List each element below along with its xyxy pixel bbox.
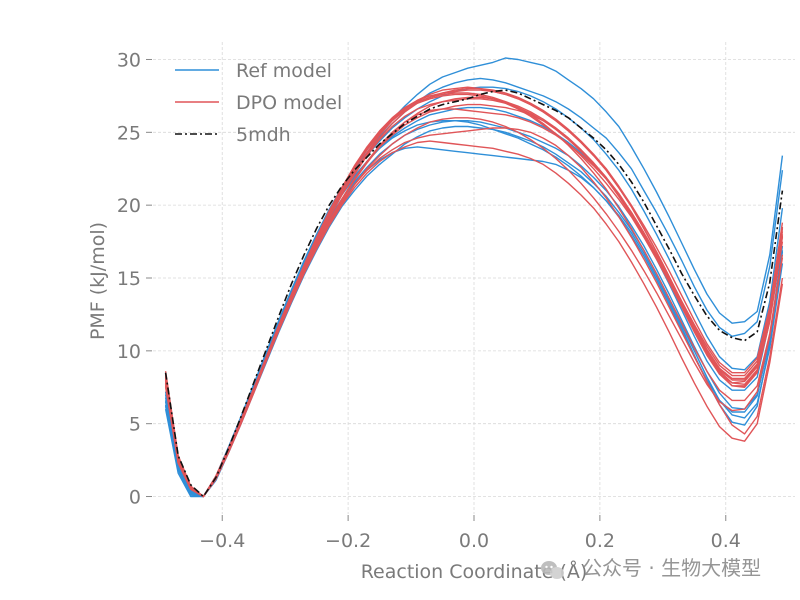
x-tick-labels: −0.4 −0.2 0.0 0.2 0.4: [199, 530, 741, 552]
wechat-icon: [541, 561, 564, 579]
x-tick-label: 0.0: [459, 530, 489, 552]
legend-label: DPO model: [236, 92, 342, 114]
grid: [146, 42, 795, 521]
x-tick-label: 0.4: [711, 530, 741, 552]
y-axis-label: PMF (kJ/mol): [87, 222, 109, 340]
legend-label: Ref model: [236, 60, 332, 82]
x-axis-label: Reaction Coordinate (Å): [361, 560, 588, 583]
series-lines: [164, 57, 784, 498]
y-tick-labels: 0 5 10 15 20 25 30: [117, 49, 141, 508]
y-tick-label: 20: [117, 195, 141, 217]
legend: Ref model DPO model 5mdh: [175, 60, 342, 146]
series-line-dpo-12: [164, 93, 784, 498]
y-tick-label: 0: [129, 487, 141, 509]
y-tick-label: 25: [117, 122, 141, 144]
watermark: 公众号 · 生物大模型: [541, 556, 761, 580]
watermark-text: 公众号 · 生物大模型: [582, 556, 761, 580]
y-tick-label: 15: [117, 268, 141, 290]
x-tick-label: 0.2: [585, 530, 615, 552]
legend-label: 5mdh: [236, 124, 291, 146]
y-tick-label: 5: [129, 414, 141, 436]
y-tick-label: 10: [117, 341, 141, 363]
x-tick-label: −0.4: [199, 530, 245, 552]
y-tick-label: 30: [117, 49, 141, 71]
x-tick-label: −0.2: [325, 530, 371, 552]
